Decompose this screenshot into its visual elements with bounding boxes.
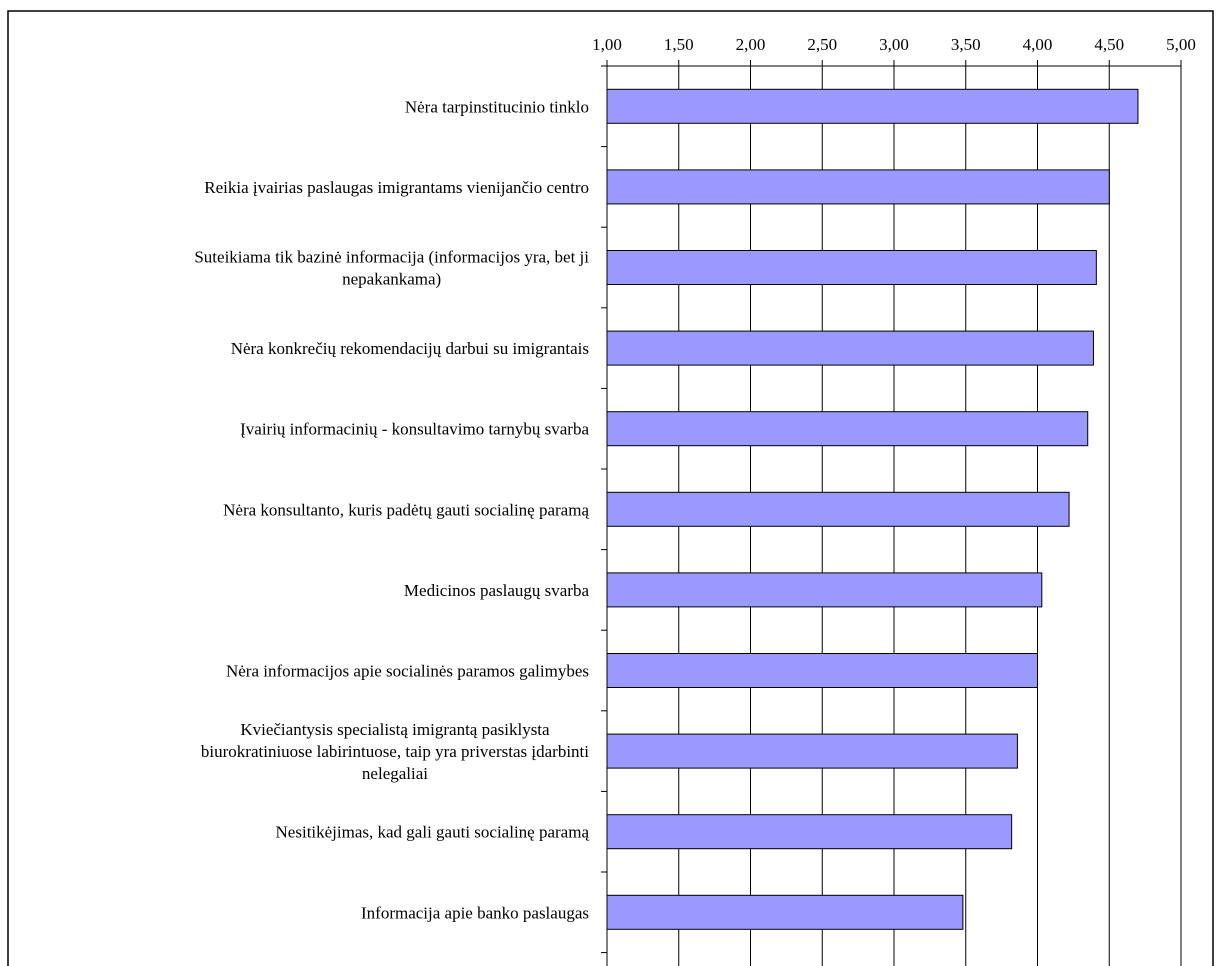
bar — [606, 894, 964, 930]
bar — [606, 814, 1013, 850]
bar — [606, 88, 1139, 124]
category-label-line: Įvairių informacinių - konsultavimo tarn… — [240, 420, 589, 439]
category-label-line: Suteikiama tik bazinė informacija (infor… — [194, 248, 589, 267]
bar — [606, 169, 1110, 205]
category-label: Įvairių informacinių - konsultavimo tarn… — [240, 420, 589, 439]
x-tick-label: 4,00 — [1023, 35, 1053, 54]
category-label-line: Nėra tarpinstitucinio tinklo — [405, 97, 589, 116]
category-label-line: Nesitikėjimas, kad gali gauti socialinę … — [276, 823, 590, 842]
x-tick-label: 1,50 — [664, 35, 694, 54]
category-label: Kviečiantysis specialistą imigrantą pasi… — [201, 720, 589, 783]
category-label-line: Nėra informacijos apie socialinės paramo… — [226, 662, 589, 681]
category-label: Nėra konsultanto, kuris padėtų gauti soc… — [223, 500, 589, 519]
x-tick-label: 5,00 — [1166, 35, 1196, 54]
x-tick-label: 3,50 — [951, 35, 981, 54]
category-label-line: Informacija apie banko paslaugas — [361, 903, 589, 922]
bar — [606, 330, 1094, 366]
category-labels: Nėra tarpinstitucinio tinklo Reikia įvair… — [194, 97, 589, 922]
bars — [606, 88, 1139, 930]
category-label: Nėra informacijos apie socialinės paramo… — [226, 662, 589, 681]
category-label-line: Reikia įvairias paslaugas imigrantams vi… — [204, 178, 589, 197]
bar — [606, 250, 1097, 285]
x-tick-label: 1,00 — [592, 35, 622, 54]
x-tick-label: 3,00 — [879, 35, 909, 54]
bar — [606, 653, 1038, 688]
bar — [606, 733, 1018, 769]
bar — [606, 572, 1043, 608]
x-tick-label: 4,50 — [1094, 35, 1124, 54]
category-label-line: Kviečiantysis specialistą imigrantą pasi… — [240, 720, 550, 739]
bar — [606, 491, 1070, 527]
category-label-line: Nėra konsultanto, kuris padėtų gauti soc… — [223, 500, 589, 519]
category-label: Medicinos paslaugų svarba — [404, 581, 590, 600]
bar — [606, 411, 1089, 447]
category-label: Informacija apie banko paslaugas — [361, 903, 589, 922]
category-label: Nesitikėjimas, kad gali gauti socialinę … — [276, 823, 590, 842]
category-label: Reikia įvairias paslaugas imigrantams vi… — [204, 178, 589, 197]
x-tick-label: 2,00 — [736, 35, 766, 54]
category-label-line: nelegaliai — [362, 764, 428, 783]
category-label-line: nepakankama) — [342, 270, 441, 289]
x-axis-ticks: 1,00 1,50 2,00 2,50 3,00 3,50 4,00 4,50 5,00 — [592, 35, 1196, 954]
category-label-line: Medicinos paslaugų svarba — [404, 581, 590, 600]
category-label-line: Nėra konkrečių rekomendacijų darbui su i… — [231, 339, 589, 358]
category-label: Nėra tarpinstitucinio tinklo — [405, 97, 589, 116]
x-tick-label: 2,50 — [807, 35, 837, 54]
category-label: Nėra konkrečių rekomendacijų darbui su i… — [231, 339, 589, 358]
category-label: Suteikiama tik bazinė informacija (infor… — [194, 248, 589, 289]
category-label-line: biurokratiniuose labirintuose, taip yra … — [201, 742, 589, 761]
